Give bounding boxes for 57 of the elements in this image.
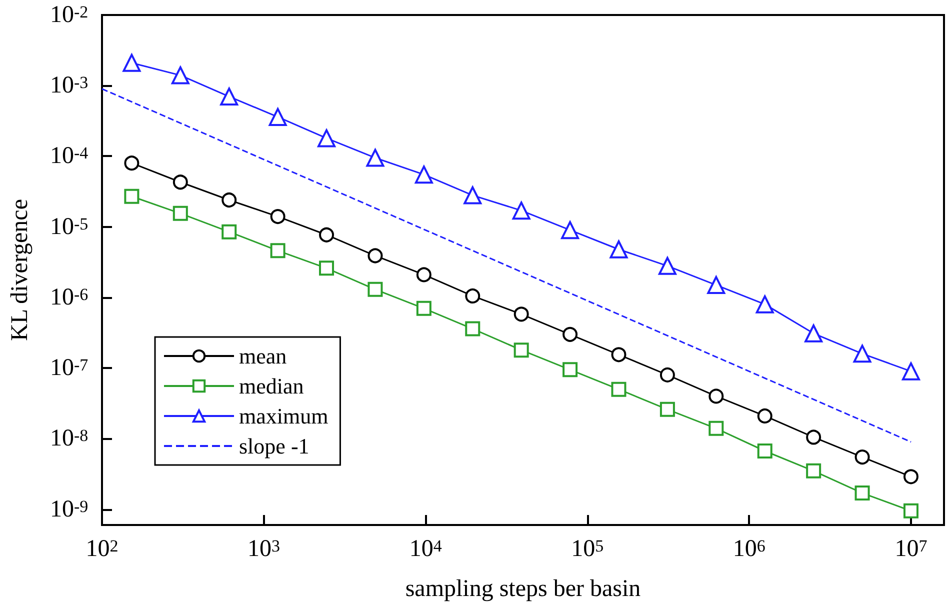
point — [318, 129, 336, 148]
point — [757, 408, 772, 424]
point — [465, 321, 480, 336]
point — [414, 166, 433, 184]
point — [902, 362, 920, 380]
point — [611, 347, 626, 362]
point — [854, 450, 870, 465]
point — [707, 276, 726, 294]
legend-label: slope -1 — [239, 434, 310, 458]
point — [903, 469, 918, 484]
point — [708, 388, 724, 404]
point — [514, 306, 529, 322]
point — [853, 344, 872, 363]
point — [319, 227, 334, 242]
legend-label: median — [239, 374, 304, 398]
point — [171, 66, 190, 84]
point — [270, 243, 286, 258]
point — [319, 260, 334, 276]
point — [806, 463, 822, 478]
y-axis-title: KL divergence — [7, 199, 33, 341]
point — [514, 342, 529, 358]
point — [806, 430, 822, 445]
point — [416, 267, 432, 282]
point — [124, 156, 140, 171]
point — [658, 256, 676, 275]
legend-label: maximum — [239, 404, 328, 428]
point — [660, 367, 675, 382]
x-axis-title: sampling steps ber basin — [405, 576, 641, 602]
point — [268, 108, 287, 126]
point — [366, 148, 384, 167]
point — [804, 324, 823, 342]
point — [903, 503, 918, 518]
point — [464, 186, 482, 204]
point — [124, 188, 140, 204]
point — [708, 420, 724, 436]
point — [660, 402, 675, 417]
point — [172, 206, 188, 221]
point — [610, 240, 628, 258]
point — [562, 326, 578, 342]
point — [512, 202, 530, 220]
legend-label: mean — [239, 344, 287, 368]
point — [562, 362, 578, 378]
point — [222, 224, 237, 240]
point — [270, 209, 286, 224]
point — [368, 248, 383, 264]
point — [854, 486, 870, 501]
point — [416, 300, 432, 316]
point — [172, 174, 188, 190]
point — [368, 282, 383, 297]
point — [756, 295, 774, 314]
point — [122, 54, 141, 72]
point — [611, 382, 626, 397]
point — [220, 88, 238, 106]
point — [561, 221, 580, 240]
point — [222, 192, 237, 208]
point — [757, 443, 772, 458]
point — [465, 288, 480, 304]
